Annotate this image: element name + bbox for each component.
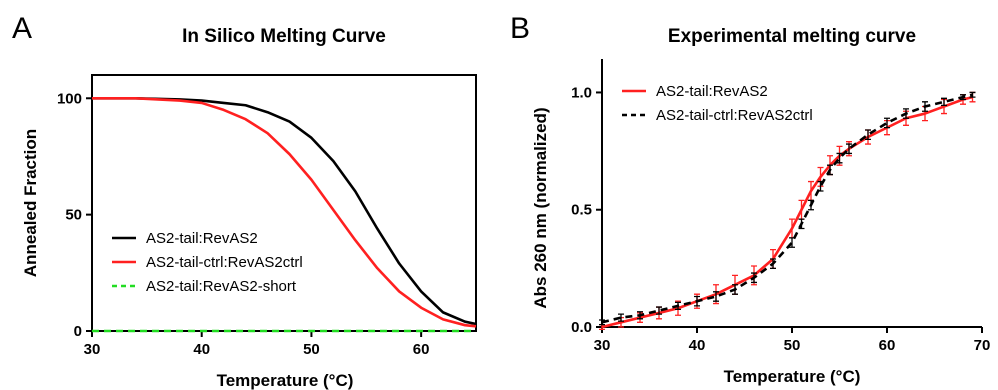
panel-a-x-tick-label: 60 <box>413 341 430 358</box>
panel-a-plot-area: 30 40 50 60 0 50 100 AS2-tail:RevAS2 AS2-tail-ct… <box>57 74 477 358</box>
panel-a-y-tick-label: 100 <box>57 90 82 107</box>
panel-a-series-0-line <box>92 96 477 326</box>
panel-b-series-1-error-bar <box>941 97 947 107</box>
panel-b-series-1-error-bar <box>865 129 871 141</box>
panel-b-series-1-error-bar <box>884 117 890 129</box>
panel-b-title: Experimental melting curve <box>668 26 916 47</box>
panel-b-y-tick-label: 0.5 <box>571 202 592 219</box>
panel-b-y-tick-label: 0.0 <box>571 319 592 336</box>
panel-b-x-tick-label: 60 <box>879 337 896 354</box>
panel-b-series-1-error-bar <box>599 319 605 326</box>
panel-a-legend-label: AS2-tail:RevAS2 <box>146 230 258 247</box>
panel-b-series-1-line <box>601 93 973 324</box>
panel-b-letter: B <box>510 12 530 45</box>
panel-a: A In Silico Melting Curve Annealed Fract… <box>12 12 477 390</box>
panel-a-series-1-line <box>92 96 477 328</box>
panel-b-series-0-line <box>601 95 973 329</box>
panel-b-legend-label: AS2-tail-ctrl:RevAS2ctrl <box>656 107 813 124</box>
panel-a-legend-label: AS2-tail-ctrl:RevAS2ctrl <box>146 254 303 271</box>
panel-b: B Experimental melting curve Abs 260 nm … <box>510 12 990 386</box>
panel-a-title: In Silico Melting Curve <box>182 26 386 47</box>
panel-b-legend-label: AS2-tail:RevAS2 <box>656 83 768 100</box>
panel-a-y-tick-label: 0 <box>74 323 82 340</box>
panel-b-x-tick-label: 70 <box>974 337 991 354</box>
panel-b-series-1-error-bar <box>713 291 719 302</box>
panel-b-series-1-error-bar <box>656 306 662 315</box>
panel-a-letter: A <box>12 12 32 45</box>
panel-a-y-axis-label: Annealed Fraction <box>21 129 40 277</box>
panel-b-plot-area: 30 40 50 60 70 0.0 0.5 1.0 AS2-tail:RevAS2 AS2-ta… <box>571 59 990 354</box>
panel-a-x-tick-label: 50 <box>303 341 320 358</box>
panel-a-legend-label: AS2-tail:RevAS2-short <box>146 278 297 295</box>
panel-b-y-axis-label: Abs 260 nm (normalized) <box>531 107 550 308</box>
panel-b-x-tick-label: 30 <box>594 337 611 354</box>
panel-b-x-axis-label: Temperature (°C) <box>724 367 861 386</box>
panel-b-series-1-error-bar <box>618 313 624 322</box>
panel-a-x-tick-label: 40 <box>193 341 210 358</box>
panel-b-x-tick-label: 50 <box>784 337 801 354</box>
panel-b-series-1-error-bar <box>836 152 843 164</box>
panel-b-series-1-error-bar <box>846 143 852 155</box>
panel-a-x-tick-label: 30 <box>84 341 101 358</box>
panel-b-y-tick-label: 1.0 <box>571 84 592 101</box>
panel-a-y-tick-label: 50 <box>65 207 82 224</box>
panel-b-x-tick-label: 40 <box>689 337 706 354</box>
panel-a-x-axis-label: Temperature (°C) <box>217 371 354 390</box>
